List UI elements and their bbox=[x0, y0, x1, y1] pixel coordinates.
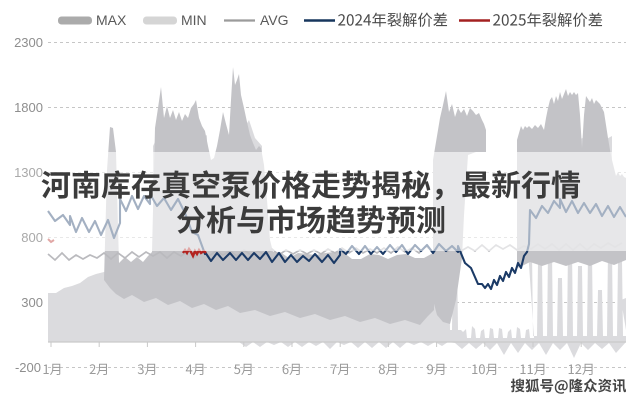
svg-text:300: 300 bbox=[21, 295, 43, 310]
svg-text:MAX: MAX bbox=[96, 12, 127, 28]
svg-text:2300: 2300 bbox=[14, 35, 43, 50]
svg-text:1800: 1800 bbox=[14, 100, 43, 115]
svg-text:MIN: MIN bbox=[181, 12, 207, 28]
svg-text:1300: 1300 bbox=[14, 165, 43, 180]
svg-text:AVG: AVG bbox=[260, 12, 289, 28]
svg-text:800: 800 bbox=[21, 230, 43, 245]
svg-text:-200: -200 bbox=[15, 360, 41, 375]
